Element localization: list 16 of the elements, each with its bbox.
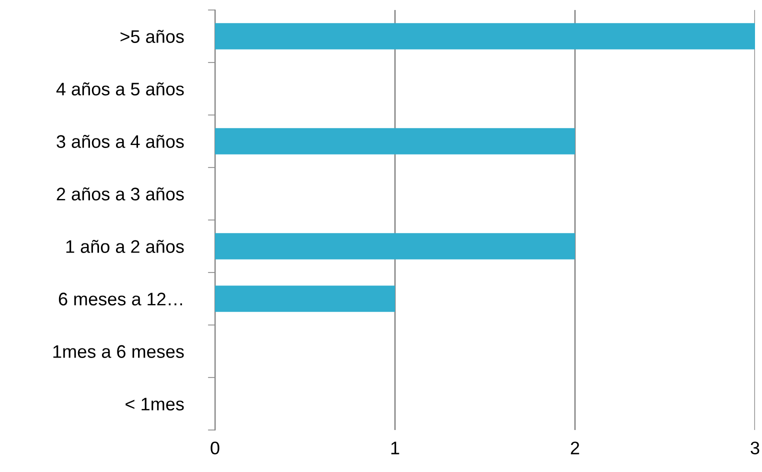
x-tick-label: 3 — [750, 442, 760, 454]
x-tick-label: 2 — [570, 442, 580, 454]
y-tick-label: 1 año a 2 años — [66, 240, 184, 253]
y-tick-label: 1mes a 6 meses — [53, 345, 184, 358]
y-tick-label: < 1mes — [126, 398, 184, 410]
bar — [215, 233, 575, 260]
y-tick-label: 3 años a 4 años — [56, 134, 184, 148]
y-tick-label: >5 años — [120, 30, 184, 43]
bar — [215, 23, 755, 50]
x-tick-label: 1 — [391, 442, 400, 454]
bar — [215, 128, 575, 154]
y-tick-label: 2 años a 3 años — [56, 187, 184, 200]
y-tick-label: 6 meses a 12… — [58, 292, 182, 306]
x-tick-label: 0 — [210, 442, 220, 454]
y-tick-label: 4 años a 5 años — [56, 82, 184, 96]
bar — [215, 286, 395, 312]
